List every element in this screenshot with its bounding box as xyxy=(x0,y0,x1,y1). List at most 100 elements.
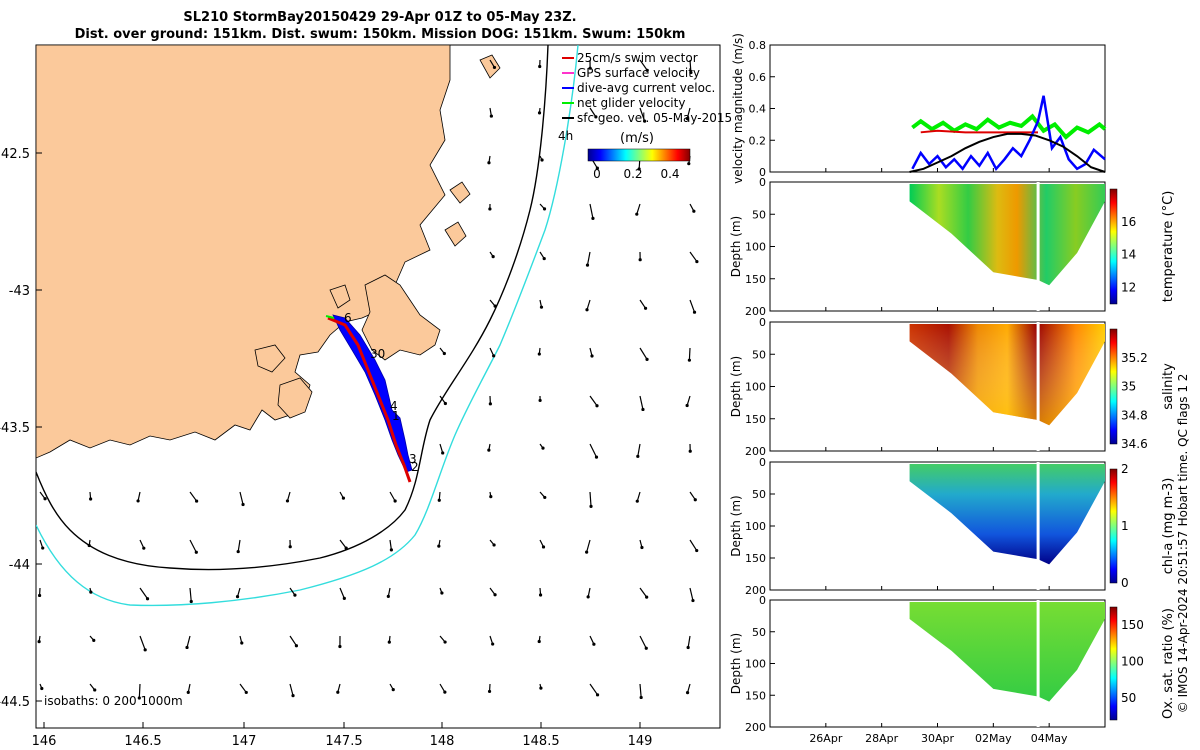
current-arrow-head xyxy=(93,688,97,692)
current-arrow-head xyxy=(487,689,492,694)
current-arrow xyxy=(689,539,698,551)
glider-track-net xyxy=(325,315,335,319)
current-arrow-head xyxy=(645,68,649,72)
current-arrow-head xyxy=(89,590,93,594)
current-arrow-head xyxy=(391,688,395,692)
current-arrow xyxy=(239,683,247,693)
current-arrow-head xyxy=(236,549,240,554)
current-arrow-head xyxy=(488,207,492,211)
profile-section-shade xyxy=(909,324,1105,426)
lon-tick-label: 148.5 xyxy=(522,734,559,749)
current-arrow-head xyxy=(543,495,547,500)
current-arrow xyxy=(389,539,392,550)
current-arrow-head xyxy=(136,499,140,503)
current-arrow-head xyxy=(137,696,141,700)
current-arrow xyxy=(688,347,691,361)
current-arrow-head xyxy=(645,595,649,599)
current-arrow-head xyxy=(342,596,346,600)
current-arrow-head xyxy=(441,451,445,455)
profile-section xyxy=(909,602,1105,702)
depth-tick-label: 0 xyxy=(759,176,766,189)
current-arrow-head xyxy=(186,690,190,694)
lon-tick-label: 147.5 xyxy=(325,734,362,749)
land-island-5 xyxy=(479,54,501,79)
velocity-ytick-label: 0.8 xyxy=(749,39,767,52)
current-arrow-head xyxy=(389,548,393,552)
land-island-4 xyxy=(449,181,471,204)
colorbar-tick-label: 50 xyxy=(1121,691,1136,705)
current-arrow-head xyxy=(537,352,541,356)
current-arrow-head xyxy=(640,545,644,550)
current-arrow xyxy=(237,539,241,552)
colorbar-tick: 0.2 xyxy=(623,167,642,181)
credit-text: © IMOS 14-Apr-2024 20:51:57 xyxy=(1176,531,1190,714)
map-panel: 6 30 41 32 146 146.5 147 147.5 148 148.5 149 42.5 -… xyxy=(0,44,732,749)
profile-panel: 0 50 100 150 200 Depth (m) 50 100 150 Ox. sat. ra… xyxy=(729,594,1176,734)
velocity-panel: 0 0.2 0.4 0.6 0.8 velocity magnitude (m/s) xyxy=(731,33,1107,184)
current-arrow xyxy=(589,683,599,696)
current-arrow-head xyxy=(635,499,639,503)
current-arrow-head xyxy=(489,495,493,499)
current-arrow xyxy=(339,587,345,599)
depth-tick-label: 150 xyxy=(745,552,766,565)
current-arrow xyxy=(138,683,141,699)
current-arrow-head xyxy=(685,691,690,695)
lat-tick-label: -43 xyxy=(9,284,30,299)
current-arrow-head xyxy=(591,216,595,220)
profile-colorbar xyxy=(1109,468,1118,584)
current-arrow-head xyxy=(443,640,447,644)
current-arrow-head xyxy=(491,642,495,646)
current-arrow-head xyxy=(636,454,640,458)
current-arrow-head xyxy=(594,455,599,459)
current-arrow-head xyxy=(37,593,42,598)
velocity-series-line xyxy=(920,129,1038,134)
depth-ylabel: Depth (m) xyxy=(729,216,743,277)
time-tick-label: 26Apr xyxy=(809,732,843,745)
land-tasman-peninsula xyxy=(361,274,441,361)
current-arrow xyxy=(589,443,598,458)
time-tick-label: 04May xyxy=(1031,732,1068,745)
colorbar-tick-label: 35.2 xyxy=(1121,351,1148,365)
lat-tick-label: -44 xyxy=(9,558,30,573)
current-arrow-head xyxy=(542,256,546,261)
current-arrow-head xyxy=(344,546,348,550)
current-arrow-head xyxy=(542,207,547,211)
depth-tick-label: 200 xyxy=(745,305,766,318)
current-arrow-head xyxy=(235,595,240,599)
current-arrow-head xyxy=(541,446,545,450)
current-arrow-head xyxy=(645,357,649,361)
current-arrow-head xyxy=(595,166,599,170)
depth-tick-label: 50 xyxy=(752,348,766,361)
time-tick-label: 30Apr xyxy=(921,732,955,745)
current-arrow-head xyxy=(685,116,689,121)
current-arrow xyxy=(589,107,597,118)
current-arrow-head xyxy=(386,594,390,598)
current-arrow-head xyxy=(685,403,689,408)
current-arrow-head xyxy=(643,306,648,310)
depth-tick-label: 200 xyxy=(745,584,766,597)
current-arrow-head xyxy=(635,212,639,216)
current-arrow xyxy=(186,635,191,648)
current-arrow-head xyxy=(241,502,245,507)
current-arrow-head xyxy=(393,499,397,503)
track-label: 3 xyxy=(409,452,417,466)
current-arrow xyxy=(639,107,646,122)
current-arrow xyxy=(589,203,594,219)
figure-title-line1: SL210 StormBay20150429 29-Apr 01Z to 05-… xyxy=(183,10,577,25)
time-tick-label: 28Apr xyxy=(865,732,899,745)
velocity-ytick-label: 0 xyxy=(759,166,766,179)
current-arrow-head xyxy=(691,598,695,603)
current-arrow-head xyxy=(488,402,492,406)
velocity-series-line xyxy=(911,95,1106,172)
data-gap xyxy=(1036,462,1040,590)
current-arrow-head xyxy=(487,161,491,165)
depth-tick-label: 50 xyxy=(752,488,766,501)
current-arrow xyxy=(139,635,146,651)
current-arrow-head xyxy=(586,595,590,599)
current-arrow-head xyxy=(538,593,543,597)
depth-tick-label: 200 xyxy=(745,721,766,734)
isobath-200m xyxy=(36,45,549,571)
current-arrow-head xyxy=(142,546,146,550)
colorbar-label: (m/s) xyxy=(620,131,654,146)
